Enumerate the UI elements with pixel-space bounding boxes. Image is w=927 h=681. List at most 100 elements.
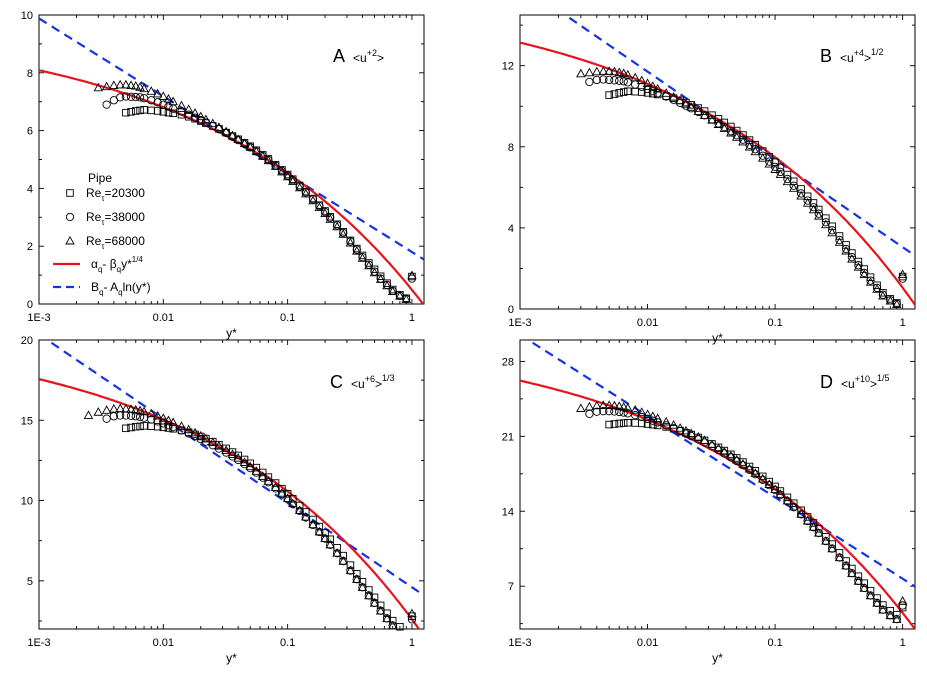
data-point-square bbox=[879, 601, 887, 609]
data-point-circle bbox=[796, 189, 806, 198]
data-point-triangle bbox=[652, 413, 663, 423]
data-point-triangle bbox=[885, 610, 896, 620]
data-point-triangle bbox=[277, 166, 287, 176]
data-point-circle bbox=[776, 490, 785, 499]
data-point-triangle bbox=[614, 67, 625, 77]
data-point-triangle bbox=[865, 590, 876, 600]
data-point-triangle bbox=[352, 574, 362, 583]
data-point-triangle bbox=[121, 403, 131, 413]
data-point-circle bbox=[605, 75, 614, 85]
data-point-triangle bbox=[648, 81, 658, 90]
data-point-triangle bbox=[775, 489, 786, 498]
data-point-circle bbox=[264, 478, 273, 487]
series-triangle bbox=[576, 400, 908, 623]
data-point-triangle bbox=[245, 142, 255, 151]
power-beta-sub: q bbox=[117, 265, 121, 274]
data-point-square bbox=[653, 421, 662, 430]
data-point-circle bbox=[854, 261, 863, 270]
data-point-triangle bbox=[604, 400, 614, 409]
legend-label-prefix: Re bbox=[86, 210, 102, 224]
data-point-triangle bbox=[168, 417, 178, 427]
data-point-triangle bbox=[757, 473, 768, 483]
data-point-triangle bbox=[263, 476, 274, 485]
data-point-square bbox=[131, 107, 140, 115]
data-point-circle bbox=[619, 408, 628, 417]
data-point-square bbox=[196, 432, 205, 441]
data-point-circle bbox=[827, 226, 837, 235]
data-point-triangle bbox=[308, 195, 318, 205]
data-point-circle bbox=[258, 473, 267, 482]
y-tick-label: 0 bbox=[27, 299, 33, 311]
power-mid: - β bbox=[102, 257, 116, 271]
data-point-triangle bbox=[208, 437, 218, 447]
y-tick-label: 10 bbox=[21, 496, 33, 508]
data-point-triangle bbox=[808, 522, 819, 531]
data-point-triangle bbox=[878, 604, 888, 614]
data-point-circle bbox=[131, 92, 140, 102]
x-tick-label: 1E-3 bbox=[27, 312, 50, 324]
x-tick-label: 1 bbox=[900, 317, 906, 329]
data-point-triangle bbox=[592, 400, 602, 410]
data-point-triangle bbox=[251, 146, 262, 156]
data-point-triangle bbox=[847, 568, 857, 578]
data-point-square bbox=[164, 424, 173, 432]
legend-label-power: αq- βqy*1/4 bbox=[91, 255, 143, 274]
data-point-triangle bbox=[584, 67, 595, 77]
data-point-triangle bbox=[387, 620, 398, 630]
panel-quantity-power: 1/2 bbox=[871, 47, 884, 57]
data-point-triangle bbox=[314, 202, 325, 211]
y-tick-label: 21 bbox=[502, 431, 514, 443]
data-point-triangle bbox=[782, 495, 793, 505]
data-point-triangle bbox=[618, 401, 629, 411]
data-point-square bbox=[605, 420, 613, 429]
series-circle bbox=[585, 407, 907, 624]
data-point-triangle bbox=[686, 102, 696, 111]
panel-quantity: <u bbox=[351, 377, 365, 391]
data-point-circle bbox=[221, 128, 231, 138]
data-point-circle bbox=[252, 468, 261, 477]
data-point-triangle bbox=[183, 104, 194, 113]
data-point-circle bbox=[814, 209, 823, 218]
data-point-square bbox=[122, 424, 130, 433]
data-point-triangle bbox=[814, 528, 824, 537]
data-point-triangle bbox=[214, 441, 224, 450]
legend-marker-triangle bbox=[65, 235, 75, 245]
data-point-square bbox=[605, 91, 613, 99]
data-point-triangle bbox=[834, 237, 845, 246]
data-point-triangle bbox=[135, 405, 145, 415]
series-circle bbox=[102, 411, 417, 630]
data-point-triangle bbox=[93, 82, 104, 92]
power-law-curve bbox=[520, 379, 915, 629]
data-point-triangle bbox=[788, 183, 799, 192]
data-point-square bbox=[370, 593, 379, 602]
data-point-circle bbox=[637, 412, 646, 422]
data-point-square bbox=[751, 467, 760, 475]
x-tick-label: 1 bbox=[409, 637, 415, 649]
series-square bbox=[122, 106, 416, 302]
data-point-triangle bbox=[139, 406, 149, 416]
data-point-triangle bbox=[865, 277, 876, 286]
data-point-triangle bbox=[158, 91, 169, 100]
data-point-triangle bbox=[245, 461, 255, 471]
data-point-triangle bbox=[101, 81, 112, 91]
data-point-triangle bbox=[369, 267, 380, 277]
data-point-triangle bbox=[592, 66, 602, 76]
data-point-square bbox=[147, 422, 156, 430]
data-point-triangle bbox=[195, 430, 206, 440]
data-point-triangle bbox=[750, 146, 761, 156]
plot-frame bbox=[519, 14, 916, 310]
data-point-triangle bbox=[332, 221, 342, 231]
data-point-triangle bbox=[152, 88, 163, 98]
data-point-square bbox=[631, 419, 639, 427]
data-point-triangle bbox=[731, 132, 742, 141]
data-point-circle bbox=[177, 426, 186, 435]
data-point-triangle bbox=[853, 576, 864, 585]
panel-quantity-sup: +10 bbox=[855, 374, 870, 384]
x-tick-label: 0.1 bbox=[280, 312, 295, 324]
data-point-circle bbox=[648, 416, 657, 425]
y-tick-label: 12 bbox=[502, 61, 514, 73]
data-point-triangle bbox=[782, 176, 793, 186]
data-point-circle bbox=[809, 203, 818, 212]
